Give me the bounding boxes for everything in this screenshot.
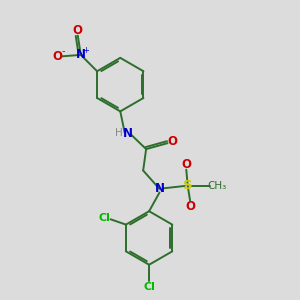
Text: S: S [183, 179, 193, 193]
Text: O: O [73, 24, 83, 37]
Text: -: - [62, 46, 65, 56]
Text: Cl: Cl [143, 282, 155, 292]
Text: N: N [154, 182, 164, 195]
Text: O: O [168, 135, 178, 148]
Text: N: N [76, 48, 86, 62]
Text: O: O [52, 50, 62, 63]
Text: O: O [185, 200, 195, 213]
Text: +: + [82, 46, 89, 55]
Text: N: N [123, 127, 133, 140]
Text: Cl: Cl [99, 213, 110, 223]
Text: O: O [181, 158, 191, 171]
Text: H: H [115, 128, 123, 138]
Text: CH₃: CH₃ [208, 181, 227, 191]
